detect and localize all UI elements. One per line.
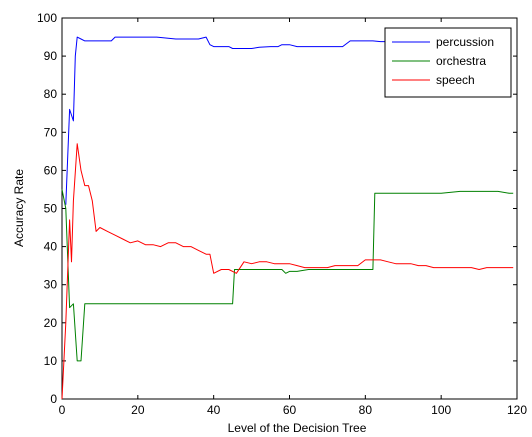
x-tick-label: 100 bbox=[431, 403, 451, 417]
y-tick-label: 40 bbox=[44, 240, 58, 254]
y-axis-label: Accuracy Rate bbox=[12, 169, 26, 247]
x-tick-label: 120 bbox=[507, 403, 527, 417]
series-line-orchestra bbox=[61, 189, 514, 362]
x-tick-label: 0 bbox=[59, 403, 66, 417]
plot-area: 0 20 40 60 80 100 120 0 10 20 30 40 50 60 70 80 90 100 bbox=[37, 11, 527, 417]
y-tick-label: 70 bbox=[44, 125, 58, 139]
legend-label-orchestra: orchestra bbox=[436, 54, 486, 68]
x-tick-label: 40 bbox=[207, 403, 221, 417]
x-tick-label: 80 bbox=[359, 403, 373, 417]
y-tick-label: 90 bbox=[44, 49, 58, 63]
legend-label-percussion: percussion bbox=[436, 35, 494, 49]
y-tick-label: 50 bbox=[44, 202, 58, 216]
legend-box bbox=[384, 27, 512, 98]
y-tick-label: 0 bbox=[50, 392, 57, 406]
y-tick-label: 30 bbox=[44, 278, 58, 292]
x-axis-label: Level of the Decision Tree bbox=[228, 421, 367, 435]
legend-label-speech: speech bbox=[436, 73, 475, 87]
legend: percussion orchestra speech bbox=[384, 27, 512, 98]
y-tick-label: 100 bbox=[37, 11, 57, 25]
series-line-speech bbox=[61, 143, 514, 400]
x-tick-label: 60 bbox=[283, 403, 297, 417]
y-tick-label: 80 bbox=[44, 87, 58, 101]
y-tick-label: 60 bbox=[44, 163, 58, 177]
x-tick-label: 20 bbox=[131, 403, 145, 417]
y-tick-label: 20 bbox=[44, 316, 58, 330]
y-tick-label: 10 bbox=[44, 354, 58, 368]
series-line-percussion bbox=[65, 36, 404, 205]
